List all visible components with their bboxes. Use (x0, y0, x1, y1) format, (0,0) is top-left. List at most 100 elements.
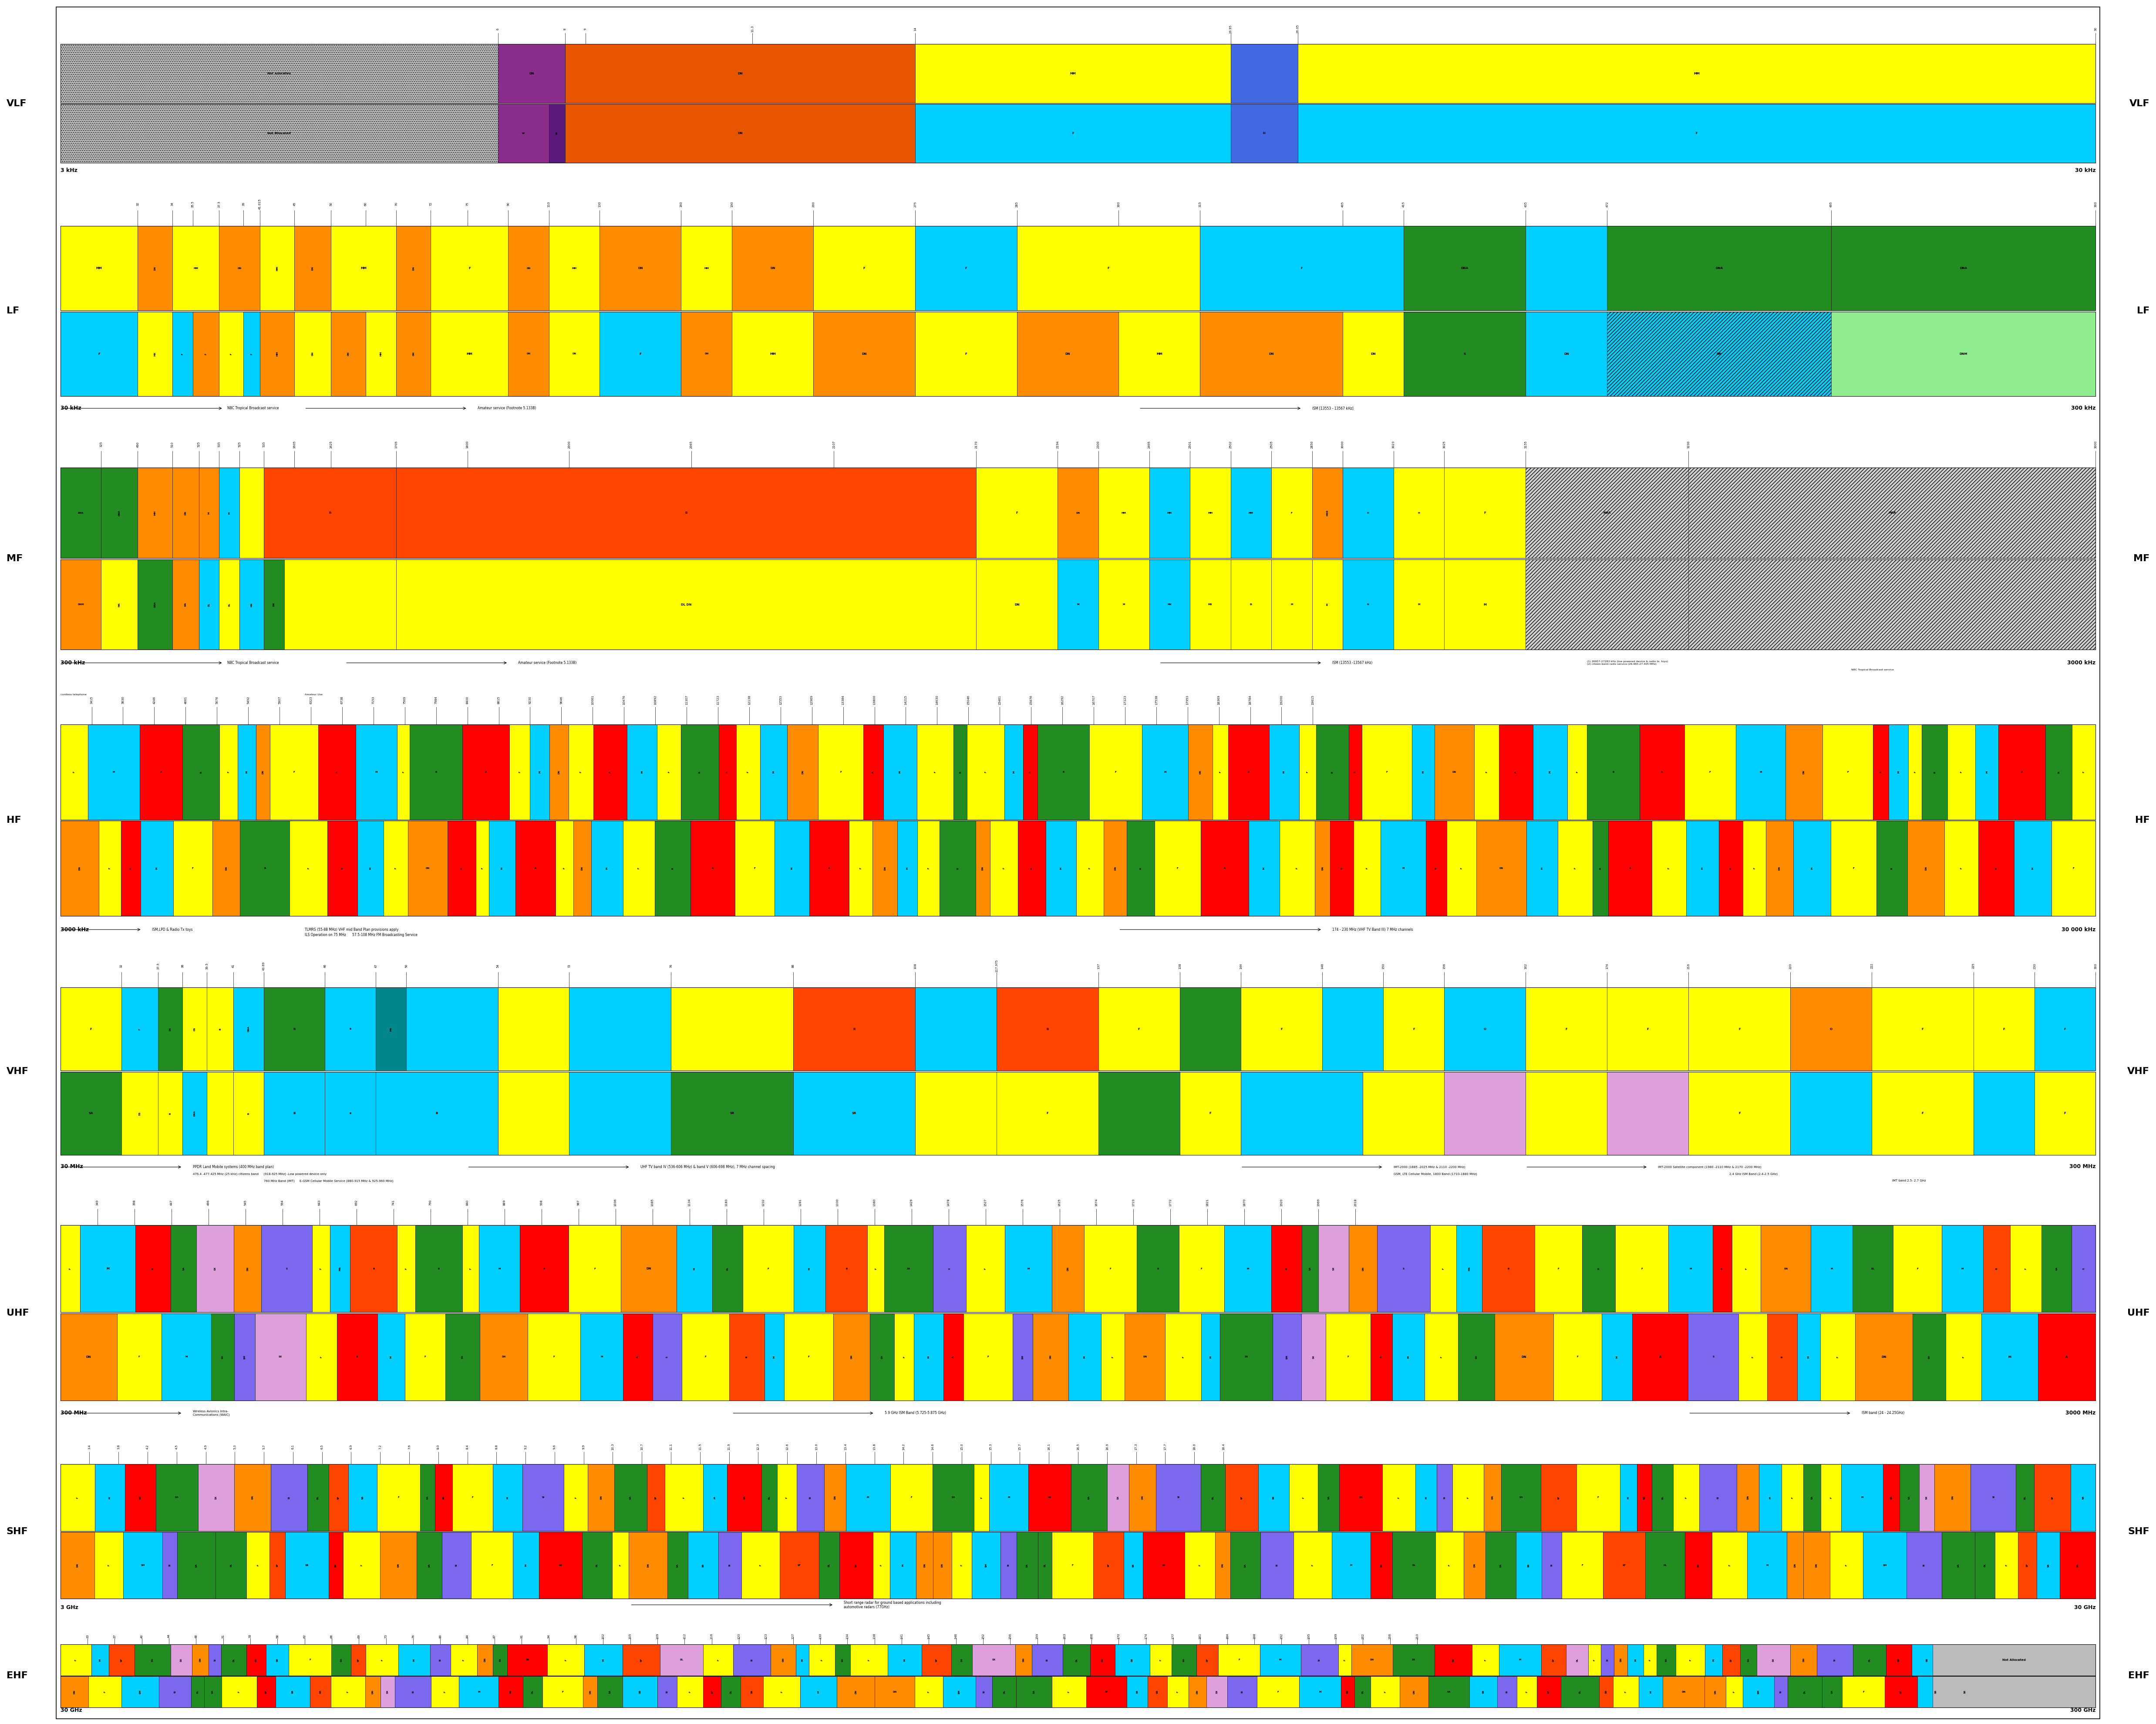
Bar (1606, 226, 1830, 310)
Text: SA: SA (1927, 1355, 1930, 1359)
Text: SM: SM (1285, 1355, 1287, 1359)
Bar (977, 559, 1059, 650)
Bar (1343, 467, 1393, 559)
Text: M: M (817, 1691, 819, 1693)
Text: 15.7: 15.7 (1018, 1443, 1022, 1450)
Bar (1339, 1464, 1382, 1531)
Text: M: M (1628, 1496, 1630, 1498)
Text: M: M (1690, 1267, 1692, 1271)
Text: DNA: DNA (1960, 267, 1966, 269)
Bar (60, 312, 138, 397)
Bar (1811, 1226, 1852, 1312)
Text: UHF: UHF (2128, 1309, 2150, 1317)
Text: A: A (1341, 867, 1343, 869)
Text: A: A (341, 867, 343, 869)
Bar (1822, 1676, 1843, 1707)
Text: DN: DN (86, 1355, 91, 1359)
Text: 37.5: 37.5 (218, 200, 220, 207)
Text: SR: SR (1453, 1658, 1455, 1662)
Bar (951, 1645, 972, 1676)
Text: 174 - 230 MHz (VHF TV Band III) 7 MHz channels: 174 - 230 MHz (VHF TV Band III) 7 MHz ch… (1332, 928, 1412, 931)
Bar (172, 559, 198, 650)
Bar (313, 1226, 330, 1312)
Bar (257, 1676, 276, 1707)
Bar (1201, 1314, 1220, 1400)
Bar (1641, 724, 1684, 819)
Text: R: R (1141, 867, 1143, 869)
Text: M: M (1634, 1658, 1636, 1662)
Text: 94: 94 (548, 1634, 550, 1638)
Bar (60, 821, 99, 915)
Bar (690, 821, 735, 915)
Bar (565, 103, 914, 162)
Bar (1604, 1533, 1645, 1598)
Text: 760 MHz Band (IMT)     E-GSM Cellular Mobile Service (880-915 MHz & 925-960 MHz): 760 MHz Band (IMT) E-GSM Cellular Mobile… (263, 1179, 392, 1183)
Bar (1742, 1676, 1774, 1707)
Text: 3155: 3155 (1524, 441, 1526, 448)
Text: SA: SA (1811, 1496, 1813, 1500)
Text: 72: 72 (429, 202, 431, 207)
Text: 16707: 16707 (1093, 695, 1095, 705)
Text: 6.9: 6.9 (349, 1445, 351, 1450)
Bar (121, 1676, 160, 1707)
Text: DN: DN (558, 771, 561, 774)
Bar (658, 1676, 677, 1707)
Text: 50: 50 (405, 964, 407, 967)
Bar (1684, 1533, 1712, 1598)
Bar (2065, 1676, 2083, 1707)
Bar (1830, 1533, 1863, 1598)
Text: MM: MM (571, 267, 576, 269)
Bar (399, 1645, 429, 1676)
Bar (1526, 226, 1606, 310)
Bar (1171, 1645, 1197, 1676)
Bar (621, 1226, 677, 1312)
Bar (1567, 724, 1587, 819)
Text: 162: 162 (1524, 964, 1526, 969)
Bar (183, 988, 207, 1071)
Bar (668, 1533, 688, 1598)
Bar (1404, 226, 1526, 310)
Bar (1932, 1676, 1975, 1707)
Text: SX: SX (278, 1355, 282, 1359)
Bar (289, 1645, 332, 1676)
Text: 84: 84 (466, 1634, 468, 1638)
Bar (1393, 559, 1445, 650)
Bar (1229, 724, 1270, 819)
Bar (207, 1072, 233, 1155)
Text: M: M (108, 1496, 110, 1498)
Text: R: R (2057, 771, 2059, 772)
Bar (509, 226, 550, 310)
Bar (1000, 1533, 1018, 1598)
Bar (60, 467, 101, 559)
Text: 11723: 11723 (716, 695, 720, 705)
Bar (183, 1072, 207, 1155)
Bar (330, 1533, 343, 1598)
Bar (862, 724, 884, 819)
Text: SA: SA (222, 1355, 224, 1359)
Bar (1425, 1314, 1457, 1400)
Bar (431, 312, 509, 397)
Bar (550, 312, 599, 397)
Text: 206: 206 (1388, 1633, 1391, 1640)
Text: 2000: 2000 (567, 441, 571, 448)
Text: DNA: DNA (119, 510, 121, 515)
Bar (793, 988, 914, 1071)
Bar (873, 821, 897, 915)
Bar (1473, 1645, 1498, 1676)
Bar (1128, 1676, 1147, 1707)
Bar (681, 1314, 729, 1400)
Bar (1485, 1533, 1516, 1598)
Bar (1315, 724, 1350, 819)
Bar (520, 1226, 569, 1312)
Bar (1468, 1676, 1496, 1707)
Text: 190: 190 (731, 202, 733, 207)
Text: SA: SA (908, 1267, 910, 1271)
Bar (446, 1314, 479, 1400)
Bar (332, 312, 367, 397)
Bar (60, 195, 2096, 226)
Bar (688, 1533, 718, 1598)
Bar (742, 1533, 780, 1598)
Text: M: M (500, 867, 502, 869)
Text: DL: DL (595, 1564, 597, 1567)
Text: Not Allocated: Not Allocated (267, 133, 291, 134)
